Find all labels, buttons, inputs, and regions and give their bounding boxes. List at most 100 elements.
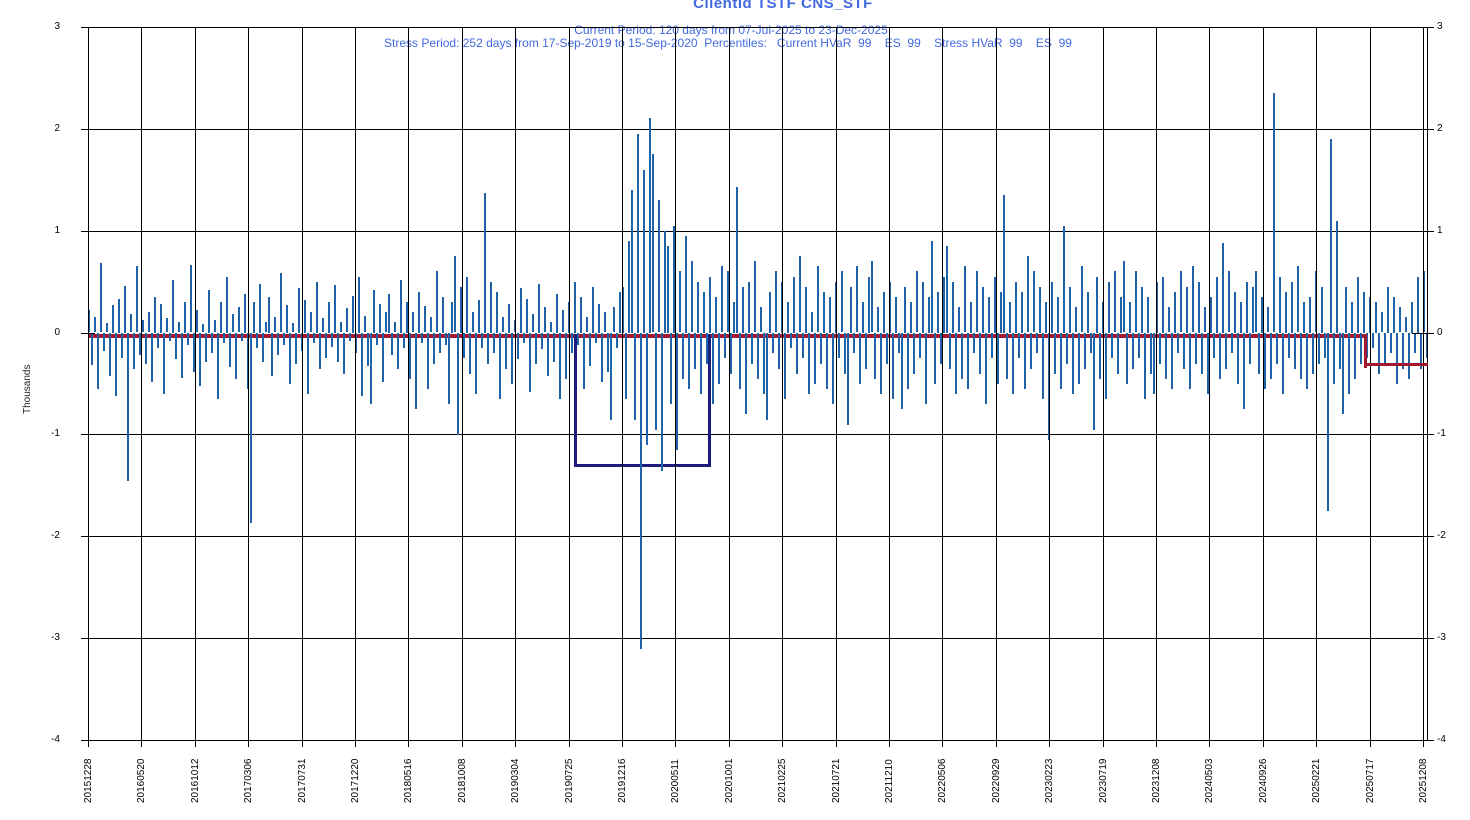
- pnl-bar: [886, 333, 888, 364]
- hvar-line-main: [88, 334, 1364, 338]
- pnl-bar: [400, 280, 402, 333]
- pnl-bar: [232, 314, 234, 332]
- gridline-vertical: [996, 27, 997, 740]
- pnl-bar: [169, 333, 171, 341]
- pnl-bar: [415, 333, 417, 409]
- y-axis-tick-right: [1412, 638, 1434, 639]
- pnl-bar: [1063, 226, 1065, 333]
- y-axis-tick-left: [81, 434, 95, 435]
- pnl-bar: [1237, 333, 1239, 384]
- pnl-bar: [679, 271, 681, 332]
- y-tick-label-left: -4: [51, 734, 60, 745]
- pnl-bar: [1414, 333, 1416, 353]
- pnl-bar: [649, 118, 651, 333]
- pnl-bar: [325, 333, 327, 358]
- y-axis-tick-right: [1412, 129, 1434, 130]
- pnl-bar: [712, 333, 714, 404]
- pnl-bar: [754, 261, 756, 332]
- chart-title-line-2: Current Period: 120 days from 07-Jul-202…: [574, 23, 888, 37]
- pnl-bar: [1342, 333, 1344, 414]
- pnl-bar: [1279, 277, 1281, 333]
- pnl-bar: [928, 297, 930, 333]
- gridline-vertical: [302, 27, 303, 740]
- pnl-bar: [424, 306, 426, 332]
- x-tick-label: 20160520: [136, 758, 147, 804]
- pnl-bar: [937, 292, 939, 333]
- pnl-bar: [508, 304, 510, 333]
- pnl-bar: [841, 271, 843, 332]
- pnl-bar: [529, 333, 531, 392]
- pnl-bar: [1150, 333, 1152, 374]
- pnl-bar: [121, 333, 123, 358]
- pnl-bar: [682, 333, 684, 379]
- pnl-bar: [502, 317, 504, 332]
- pnl-bar: [1099, 333, 1101, 379]
- pnl-bar: [1267, 307, 1269, 332]
- pnl-bar: [685, 236, 687, 333]
- pnl-bar: [1195, 333, 1197, 364]
- pnl-bar: [181, 333, 183, 378]
- pnl-bar: [340, 322, 342, 332]
- x-tick-label: 20250717: [1365, 758, 1376, 804]
- pnl-bar: [1174, 292, 1176, 333]
- pnl-bar: [127, 333, 129, 481]
- pnl-bar: [1351, 302, 1353, 333]
- pnl-bar: [517, 333, 519, 359]
- plot-border-top: [88, 27, 1428, 28]
- pnl-bar: [1312, 333, 1314, 374]
- pnl-bar: [229, 333, 231, 367]
- pnl-bar: [274, 317, 276, 332]
- x-axis-tick: [569, 740, 570, 747]
- pnl-bar: [688, 333, 690, 389]
- pnl-bar: [277, 333, 279, 355]
- pnl-bar: [1252, 287, 1254, 333]
- gridline-vertical: [1263, 27, 1264, 740]
- pnl-bar: [646, 333, 648, 445]
- pnl-bar: [319, 333, 321, 369]
- pnl-bar: [1090, 333, 1092, 353]
- pnl-bar: [622, 287, 624, 333]
- pnl-bar: [472, 312, 474, 332]
- pnl-bar: [1327, 333, 1329, 511]
- pnl-bar: [580, 297, 582, 333]
- pnl-bar: [139, 333, 141, 355]
- pnl-bar: [625, 333, 627, 399]
- pnl-bar: [130, 314, 132, 332]
- pnl-bar: [556, 294, 558, 333]
- pnl-bar: [1201, 333, 1203, 374]
- pnl-bar: [1357, 277, 1359, 333]
- gridline-horizontal: [88, 434, 1428, 435]
- pnl-bar: [175, 333, 177, 359]
- pnl-bar: [268, 297, 270, 333]
- y-tick-label-left: 3: [54, 21, 60, 32]
- pnl-bar: [448, 333, 450, 404]
- pnl-bar: [697, 282, 699, 333]
- pnl-bar: [352, 296, 354, 333]
- pnl-bar: [934, 333, 936, 384]
- pnl-bar: [1222, 243, 1224, 333]
- pnl-bar: [208, 290, 210, 333]
- y-tick-label-left: 2: [54, 123, 60, 134]
- pnl-bar: [985, 333, 987, 404]
- pnl-bar: [238, 307, 240, 332]
- pnl-bar: [1132, 333, 1134, 369]
- pnl-bar: [1036, 333, 1038, 353]
- pnl-bar: [637, 134, 639, 333]
- gridline-horizontal: [88, 129, 1428, 130]
- gridline-vertical: [836, 27, 837, 740]
- y-tick-label-left: 0: [54, 327, 60, 338]
- x-tick-label: 20250221: [1311, 758, 1322, 804]
- pnl-bar: [1180, 271, 1182, 332]
- pnl-bar: [520, 288, 522, 333]
- pnl-bar: [451, 302, 453, 333]
- x-tick-label: 20210225: [777, 758, 788, 804]
- pnl-bar: [715, 297, 717, 333]
- pnl-bar: [1207, 333, 1209, 394]
- pnl-bar: [1039, 287, 1041, 333]
- pnl-bar: [187, 333, 189, 345]
- pnl-bar: [433, 333, 435, 364]
- pnl-bar: [1171, 333, 1173, 389]
- y-axis-tick-right: [1412, 231, 1434, 232]
- pnl-bar: [883, 292, 885, 333]
- x-axis-tick: [782, 740, 783, 747]
